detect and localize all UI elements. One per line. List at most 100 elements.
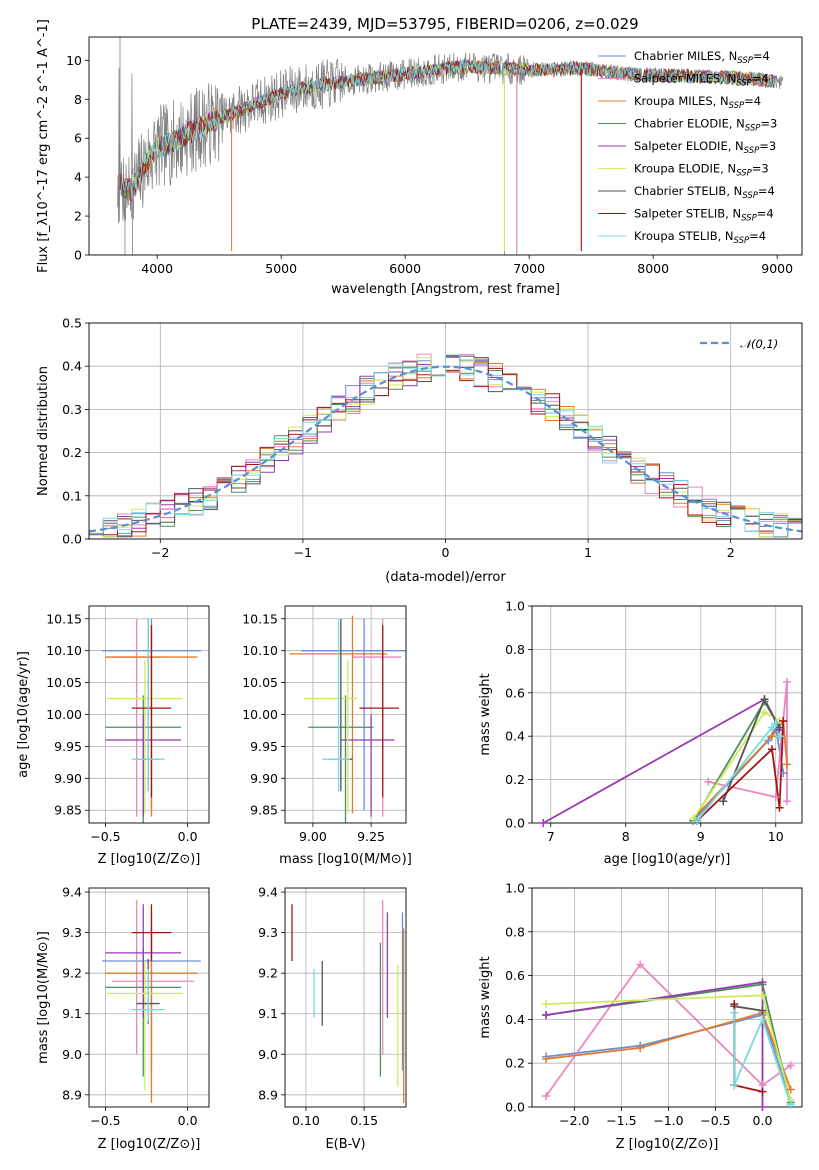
y-tick-label: 9.2 (258, 966, 278, 981)
axes-frame (531, 887, 803, 1108)
legend-label: Kroupa MILES, NSSP=4 (634, 94, 761, 111)
x-axis-label: Z [log10(Z/Z⊙)] (616, 1137, 719, 1152)
weight-marker (636, 1043, 645, 1052)
y-tick-label: 9.85 (250, 803, 278, 818)
axes-frame (284, 605, 407, 824)
weight-marker (779, 717, 788, 726)
y-tick-label: 1.0 (505, 881, 525, 896)
error-bar-point (359, 625, 400, 798)
y-tick-label: 8 (74, 92, 82, 107)
x-axis-label: mass [log10(M/M⊙)] (279, 852, 412, 867)
weight-marker (542, 1054, 551, 1063)
weight-marker (539, 819, 548, 827)
y-axis-label: Normed distribution (36, 366, 51, 496)
legend-label-main: Kroupa MILES, N (634, 94, 729, 108)
weight-marker (730, 1000, 739, 1009)
y-tick-label: 0.1 (62, 488, 82, 503)
weight-marker (786, 1061, 795, 1070)
weight-marker (786, 1085, 795, 1094)
x-axis-label: age [log10(age/yr)] (604, 852, 731, 867)
x-tick-label: 9.25 (357, 829, 385, 844)
error-bar-point (131, 969, 165, 1022)
y-tick-label: 9.4 (62, 885, 82, 900)
weight-marker (783, 677, 791, 686)
panel-mass-vs-Z: −0.5 0.0 8.9 9.0 9.1 9.2 9.3 9.4 Z [log10(Z/Z⊙)]… (36, 885, 210, 1152)
legend-label-suffix: =4 (757, 207, 774, 221)
weight-marker (779, 769, 788, 778)
legend-label: Chabrier ELODIE, NSSP=3 (634, 117, 777, 134)
y-tick-label: 8.9 (258, 1087, 278, 1102)
y-tick-label: 9.0 (62, 1047, 82, 1062)
y-tick-label: 0.2 (505, 1056, 525, 1071)
model-spectrum (119, 58, 778, 199)
y-tick-label: 9.90 (250, 771, 278, 786)
weight-marker (704, 777, 713, 786)
legend-label-sub: SSP (737, 56, 753, 66)
weight-marker (764, 736, 773, 745)
y-tick-label: 9.1 (62, 1006, 82, 1021)
panel-weight-vs-Z: −2.0 −1.5 −1.0 −0.5 0.0 0.0 0.2 0.4 0.6 0.8 1.0 Z [… (478, 881, 803, 1152)
legend-label-suffix: =3 (759, 139, 776, 153)
legend-label-sub: SSP (734, 236, 750, 246)
x-tick-label: 0.10 (292, 1113, 320, 1128)
y-tick-label: 6 (74, 131, 82, 146)
x-tick-label: 7 (547, 829, 555, 844)
error-bar-point (301, 618, 406, 811)
axes-frame (284, 887, 407, 1108)
legend-label-main: Kroupa ELODIE, N (634, 162, 736, 176)
y-tick-label: 0.4 (505, 1012, 525, 1027)
x-tick-label: 9.00 (299, 829, 327, 844)
weight-marker (758, 1015, 767, 1024)
x-tick-label: −2.0 (559, 1113, 589, 1128)
x-tick-label: 0.0 (178, 829, 198, 844)
x-tick-label: −0.5 (700, 1113, 730, 1128)
legend-label-suffix: =4 (753, 49, 770, 63)
legend-label: Salpeter ELODIE, NSSP=3 (634, 139, 776, 156)
x-tick-label: 8 (622, 829, 630, 844)
panel-mass-vs-ebv: 0.10 0.15 8.9 9.0 9.1 9.2 9.3 9.4 E(B-V) (258, 885, 407, 1152)
weight-marker (758, 1006, 767, 1015)
y-tick-label: 9.1 (258, 1006, 278, 1021)
y-tick-label: 1.0 (505, 599, 525, 614)
error-bar-point (322, 618, 351, 792)
y-tick-label: 10.05 (46, 675, 82, 690)
error-bar-point (107, 660, 183, 814)
x-tick-label: 0 (442, 545, 450, 560)
y-axis-label: age [log10(age/yr)] (16, 651, 31, 778)
panel-age-vs-Z: −0.5 0.0 9.85 9.90 9.95 10.00 10.05 10.10 10.15 Z… (16, 605, 210, 867)
y-tick-label: 10 (66, 53, 82, 68)
weight-marker (760, 695, 769, 704)
panel-spectrum: 4000 5000 6000 7000 8000 9000 0 2 4 6 8 10 wavelengt… (36, 19, 803, 297)
weight-marker (768, 745, 776, 754)
axes-frame (88, 605, 210, 824)
weight-line (696, 720, 785, 822)
legend-label-suffix: =4 (758, 184, 775, 198)
y-tick-label: 0.4 (505, 729, 525, 744)
error-bar-point (112, 900, 195, 1055)
y-tick-label: 10.00 (242, 707, 278, 722)
legend-label-sub: SSP (744, 146, 760, 156)
weight-marker (730, 1008, 739, 1017)
y-axis-label: mass [log10(M/M⊙)] (36, 931, 51, 1064)
y-tick-label: 10.15 (46, 611, 82, 626)
x-tick-label: 8000 (637, 261, 669, 276)
legend-label: Kroupa STELIB, NSSP=4 (634, 229, 766, 246)
x-tick-label: −0.5 (90, 1113, 120, 1128)
y-tick-label: 8.9 (62, 1087, 82, 1102)
x-axis-label: Z [log10(Z/Z⊙)] (98, 1137, 201, 1152)
weight-line (733, 1012, 792, 1106)
x-tick-label: −2 (151, 545, 169, 560)
y-tick-label: 9.95 (250, 739, 278, 754)
weight-marker (758, 1087, 767, 1096)
y-axis-label: Flux [f_λ10^-17 erg cm^-2 s^-1 A^-1] (36, 19, 51, 273)
plot-area-mass-vs-Z (102, 900, 201, 1103)
plot-area-mass-vs-ebv (291, 900, 405, 1103)
weight-marker (760, 708, 769, 717)
legend-label-main: Salpeter STELIB, N (634, 207, 741, 221)
legend-label-main: Chabrier MILES, N (634, 49, 737, 63)
histogram-step (89, 354, 802, 538)
y-axis-label: mass weight (478, 956, 493, 1038)
weight-marker (771, 792, 780, 801)
error-bar-point (105, 904, 182, 1018)
error-bar-point (107, 961, 183, 1091)
